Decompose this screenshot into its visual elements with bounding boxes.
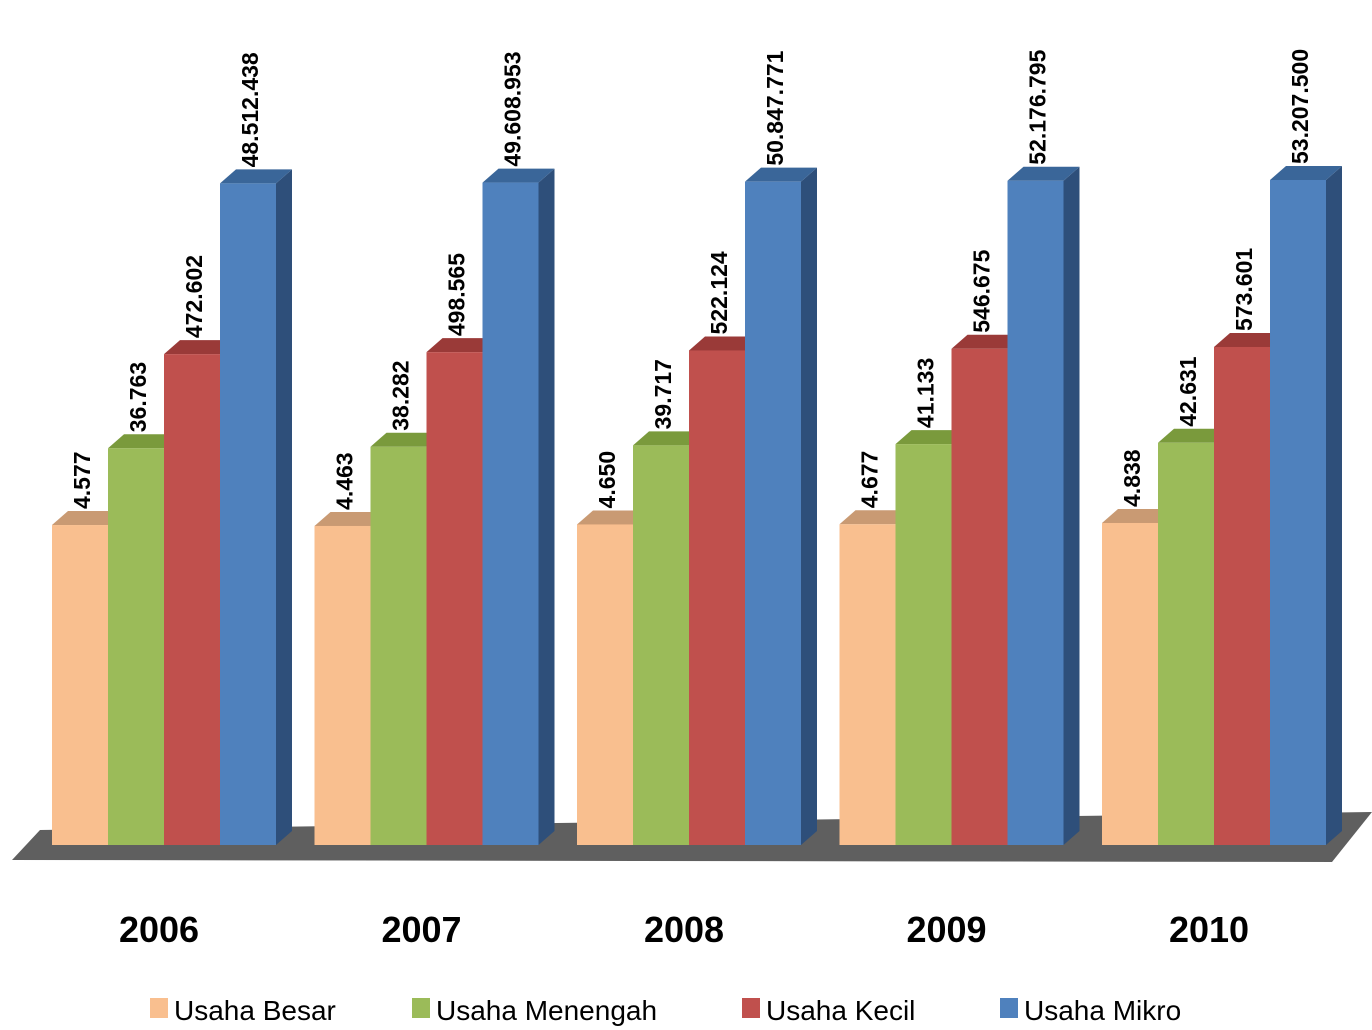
category-label-2007: 2007 (381, 909, 461, 950)
data-label-usaha-kecil-2007: 498.565 (444, 253, 470, 336)
data-label-usaha-kecil-2006: 472.602 (181, 255, 207, 338)
bar-side-usaha-mikro-2008 (801, 167, 817, 846)
legend: Usaha Besar Usaha Menengah Usaha Kecil Usah… (150, 995, 1181, 1026)
bar-usaha-kecil-2010 (1214, 346, 1270, 845)
bar-usaha-besar-2006 (52, 525, 108, 845)
bar-top-usaha-menengah-2010 (1158, 428, 1230, 443)
data-label-usaha-menengah-2008: 39.717 (650, 359, 676, 429)
bars-group (52, 166, 1342, 846)
category-label-2008: 2008 (644, 909, 724, 950)
data-label-usaha-menengah-2009: 41.133 (913, 358, 939, 428)
legend-label-usaha-besar: Usaha Besar (174, 995, 336, 1026)
bar-usaha-besar-2009 (839, 524, 896, 845)
bar-usaha-menengah-2009 (895, 444, 952, 845)
bar-usaha-mikro-2009 (1007, 180, 1064, 846)
bar-usaha-kecil-2009 (951, 348, 1008, 845)
bar-top-usaha-besar-2008 (577, 510, 649, 525)
bar-top-usaha-kecil-2006 (164, 340, 236, 355)
bar-usaha-besar-2007 (314, 525, 371, 845)
data-label-usaha-kecil-2010: 573.601 (1231, 248, 1257, 331)
bar-top-usaha-menengah-2008 (633, 431, 705, 446)
data-label-usaha-besar-2010: 4.838 (1119, 449, 1145, 507)
data-label-usaha-besar-2006: 4.577 (69, 451, 95, 509)
category-label-2009: 2009 (906, 909, 986, 950)
bar-usaha-menengah-2006 (108, 448, 164, 845)
bar-usaha-mikro-2007 (482, 182, 539, 845)
bar-usaha-mikro-2006 (220, 183, 276, 845)
bar-usaha-mikro-2008 (745, 181, 801, 846)
bar-side-usaha-mikro-2009 (1063, 166, 1080, 846)
category-label-2010: 2010 (1169, 909, 1249, 950)
category-label-2006: 2006 (119, 909, 199, 950)
bar-usaha-menengah-2010 (1158, 442, 1214, 845)
bar-usaha-mikro-2010 (1270, 180, 1326, 845)
bar-top-usaha-kecil-2009 (951, 334, 1024, 349)
legend-label-usaha-kecil: Usaha Kecil (766, 995, 915, 1026)
legend-swatch-usaha-kecil (742, 998, 760, 1018)
data-label-usaha-mikro-2009: 52.176.795 (1025, 49, 1051, 164)
data-label-usaha-mikro-2007: 49.608.953 (500, 51, 526, 166)
category-labels-group: 2006 2007 2008 2009 2010 (119, 909, 1249, 950)
bar-top-usaha-menengah-2009 (895, 430, 968, 445)
legend-label-usaha-menengah: Usaha Menengah (436, 995, 657, 1026)
bar-usaha-kecil-2008 (689, 350, 745, 845)
bar-top-usaha-besar-2010 (1102, 508, 1174, 523)
bar-usaha-kecil-2006 (164, 354, 220, 845)
bar-side-usaha-mikro-2006 (276, 169, 292, 845)
data-label-usaha-kecil-2009: 546.675 (969, 249, 995, 332)
bar-usaha-besar-2008 (577, 524, 633, 845)
data-label-usaha-mikro-2006: 48.512.438 (237, 52, 263, 167)
bar-top-usaha-menengah-2006 (108, 434, 180, 449)
bar-usaha-menengah-2008 (633, 445, 689, 845)
bar-top-usaha-mikro-2010 (1270, 166, 1342, 180)
bar-top-usaha-kecil-2010 (1214, 332, 1286, 347)
data-labels-group: 4.577 36.763 472.602 48.512.438 4.463 38.282 4… (69, 49, 1313, 510)
bar-top-usaha-besar-2009 (839, 510, 912, 525)
data-label-usaha-besar-2008: 4.650 (594, 451, 620, 509)
bar-top-usaha-besar-2006 (52, 511, 124, 526)
bar-side-usaha-mikro-2007 (538, 168, 555, 845)
data-label-usaha-menengah-2006: 36.763 (125, 362, 151, 432)
data-label-usaha-mikro-2008: 50.847.771 (762, 50, 788, 165)
bar-usaha-besar-2010 (1102, 522, 1158, 845)
data-label-usaha-menengah-2007: 38.282 (388, 360, 414, 430)
data-label-usaha-besar-2007: 4.463 (332, 452, 358, 510)
bar-top-usaha-mikro-2007 (482, 168, 555, 183)
bar-top-usaha-besar-2007 (314, 511, 387, 526)
legend-swatch-usaha-menengah (412, 998, 430, 1018)
legend-label-usaha-mikro: Usaha Mikro (1024, 995, 1181, 1026)
legend-swatch-usaha-mikro (1000, 998, 1018, 1018)
data-label-usaha-kecil-2008: 522.124 (706, 251, 732, 334)
data-label-usaha-besar-2009: 4.677 (857, 451, 883, 509)
bar-top-usaha-mikro-2006 (220, 169, 292, 184)
bar-side-usaha-mikro-2010 (1326, 166, 1342, 845)
bar-top-usaha-mikro-2009 (1007, 166, 1080, 181)
bar-top-usaha-kecil-2007 (426, 338, 499, 353)
bar-top-usaha-menengah-2007 (370, 432, 443, 447)
bar-usaha-kecil-2007 (426, 352, 483, 845)
bar-usaha-menengah-2007 (370, 446, 427, 845)
bar-top-usaha-kecil-2008 (689, 336, 761, 351)
data-label-usaha-mikro-2010: 53.207.500 (1287, 49, 1313, 164)
bar-top-usaha-mikro-2008 (745, 167, 817, 182)
legend-swatch-usaha-besar (150, 998, 168, 1018)
data-label-usaha-menengah-2010: 42.631 (1175, 356, 1201, 427)
